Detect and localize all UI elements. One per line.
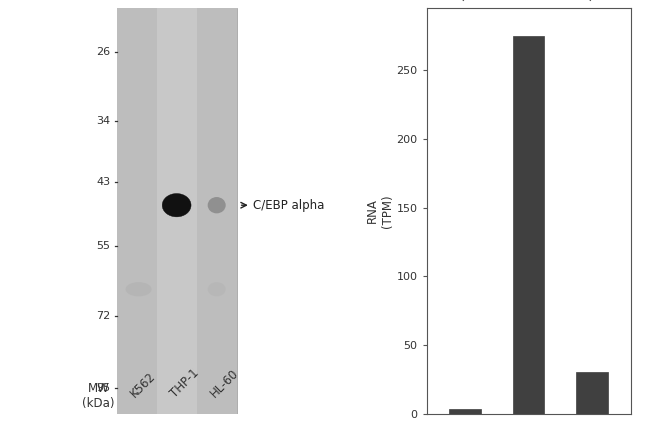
Text: 95: 95	[96, 383, 110, 392]
Ellipse shape	[162, 194, 191, 217]
Ellipse shape	[207, 197, 226, 214]
Text: 72: 72	[96, 311, 110, 321]
Text: 34: 34	[96, 116, 110, 126]
Y-axis label: RNA
(TPM): RNA (TPM)	[366, 194, 394, 228]
Bar	[197, 8, 237, 414]
Text: HL-60: HL-60	[207, 367, 241, 400]
Text: THP-1: THP-1	[168, 367, 201, 400]
Bar	[116, 8, 237, 414]
Bar	[116, 8, 157, 414]
Bar	[513, 36, 545, 414]
Text: MW
(kDa): MW (kDa)	[83, 382, 115, 411]
Text: 26: 26	[96, 47, 110, 57]
Text: 43: 43	[96, 177, 110, 187]
Ellipse shape	[207, 282, 226, 296]
Text: C/EBP alpha: C/EBP alpha	[253, 199, 324, 212]
Text: K562: K562	[127, 370, 158, 400]
Ellipse shape	[125, 282, 151, 296]
Bar	[157, 8, 197, 414]
Bar	[577, 372, 608, 414]
Text: 55: 55	[97, 241, 110, 251]
Bar	[449, 409, 481, 414]
